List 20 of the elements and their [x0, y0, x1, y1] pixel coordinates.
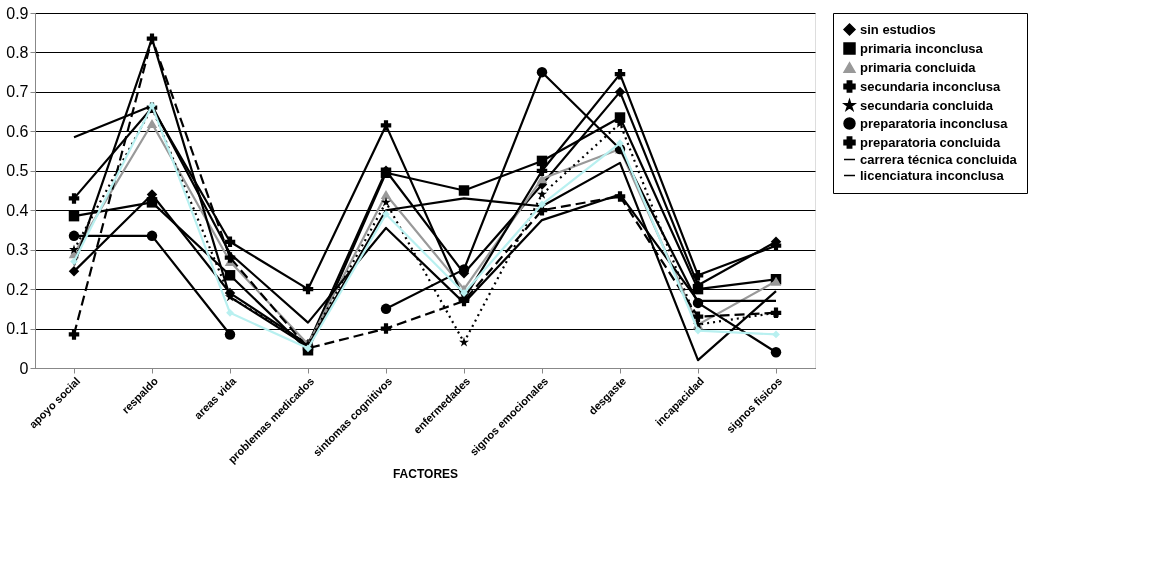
legend-label: secundaria inconclusa [860, 78, 1001, 94]
legend-label: primaria concluida [860, 59, 977, 75]
y-tick-label: 0 [19, 359, 29, 377]
legend-label: sin estudios [860, 21, 936, 37]
x-axis-title: FACTORES [392, 467, 459, 482]
y-tick-label: 0.4 [6, 201, 29, 219]
legend-label: primaria inconclusa [860, 40, 984, 56]
y-tick-label: 0.6 [6, 122, 29, 140]
legend-label: licenciatura inconclusa [860, 167, 1005, 183]
y-tick-label: 0.1 [6, 320, 29, 338]
legend-label: carrera técnica concluida [860, 151, 1018, 167]
y-tick-label: 0.9 [6, 4, 29, 22]
legend-label: preparatoria inconclusa [860, 115, 1009, 131]
y-tick-label: 0.7 [6, 83, 29, 101]
y-tick-label: 0.8 [6, 43, 29, 61]
y-tick-label: 0.3 [6, 241, 29, 259]
y-tick-label: 0.5 [6, 162, 29, 180]
legend-label: secundaria concluida [860, 97, 994, 113]
y-tick-label: 0.2 [6, 280, 29, 298]
legend-label: preparatoria concluida [860, 134, 1001, 150]
